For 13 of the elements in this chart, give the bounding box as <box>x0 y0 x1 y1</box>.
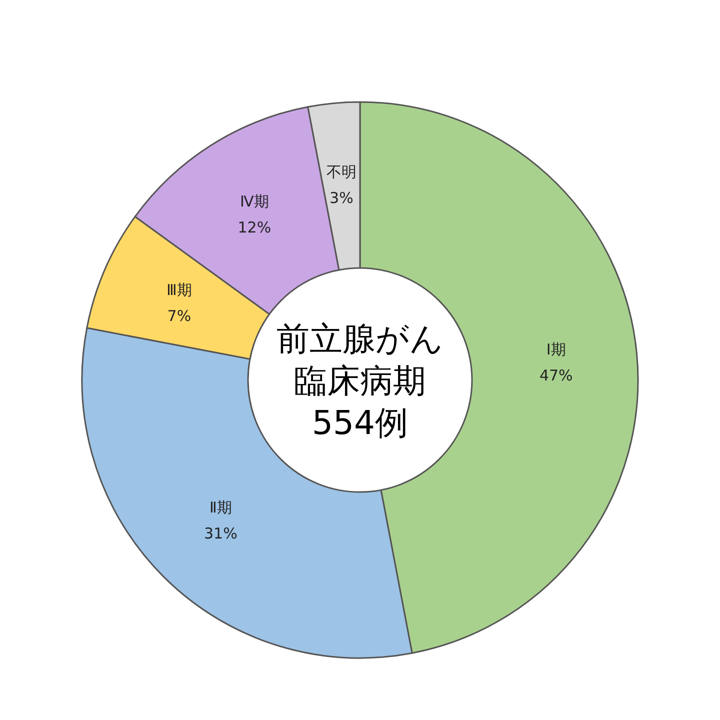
slice-label: Ⅰ期 <box>546 340 566 358</box>
data-label: 12% <box>238 218 272 237</box>
slice-label: Ⅱ期 <box>210 498 232 516</box>
data-label: 47% <box>539 366 573 384</box>
slice-label: Ⅲ期 <box>166 280 192 299</box>
data-label: 3% <box>330 188 354 207</box>
data-label: 31% <box>204 524 238 542</box>
data-label: 7% <box>167 306 192 325</box>
slice-label: Ⅳ期 <box>240 192 269 211</box>
text: 554例 <box>312 403 408 442</box>
text: 前立腺がん <box>276 319 444 358</box>
text: 臨床病期 <box>294 361 426 400</box>
slice-label: 不明 <box>326 162 356 181</box>
